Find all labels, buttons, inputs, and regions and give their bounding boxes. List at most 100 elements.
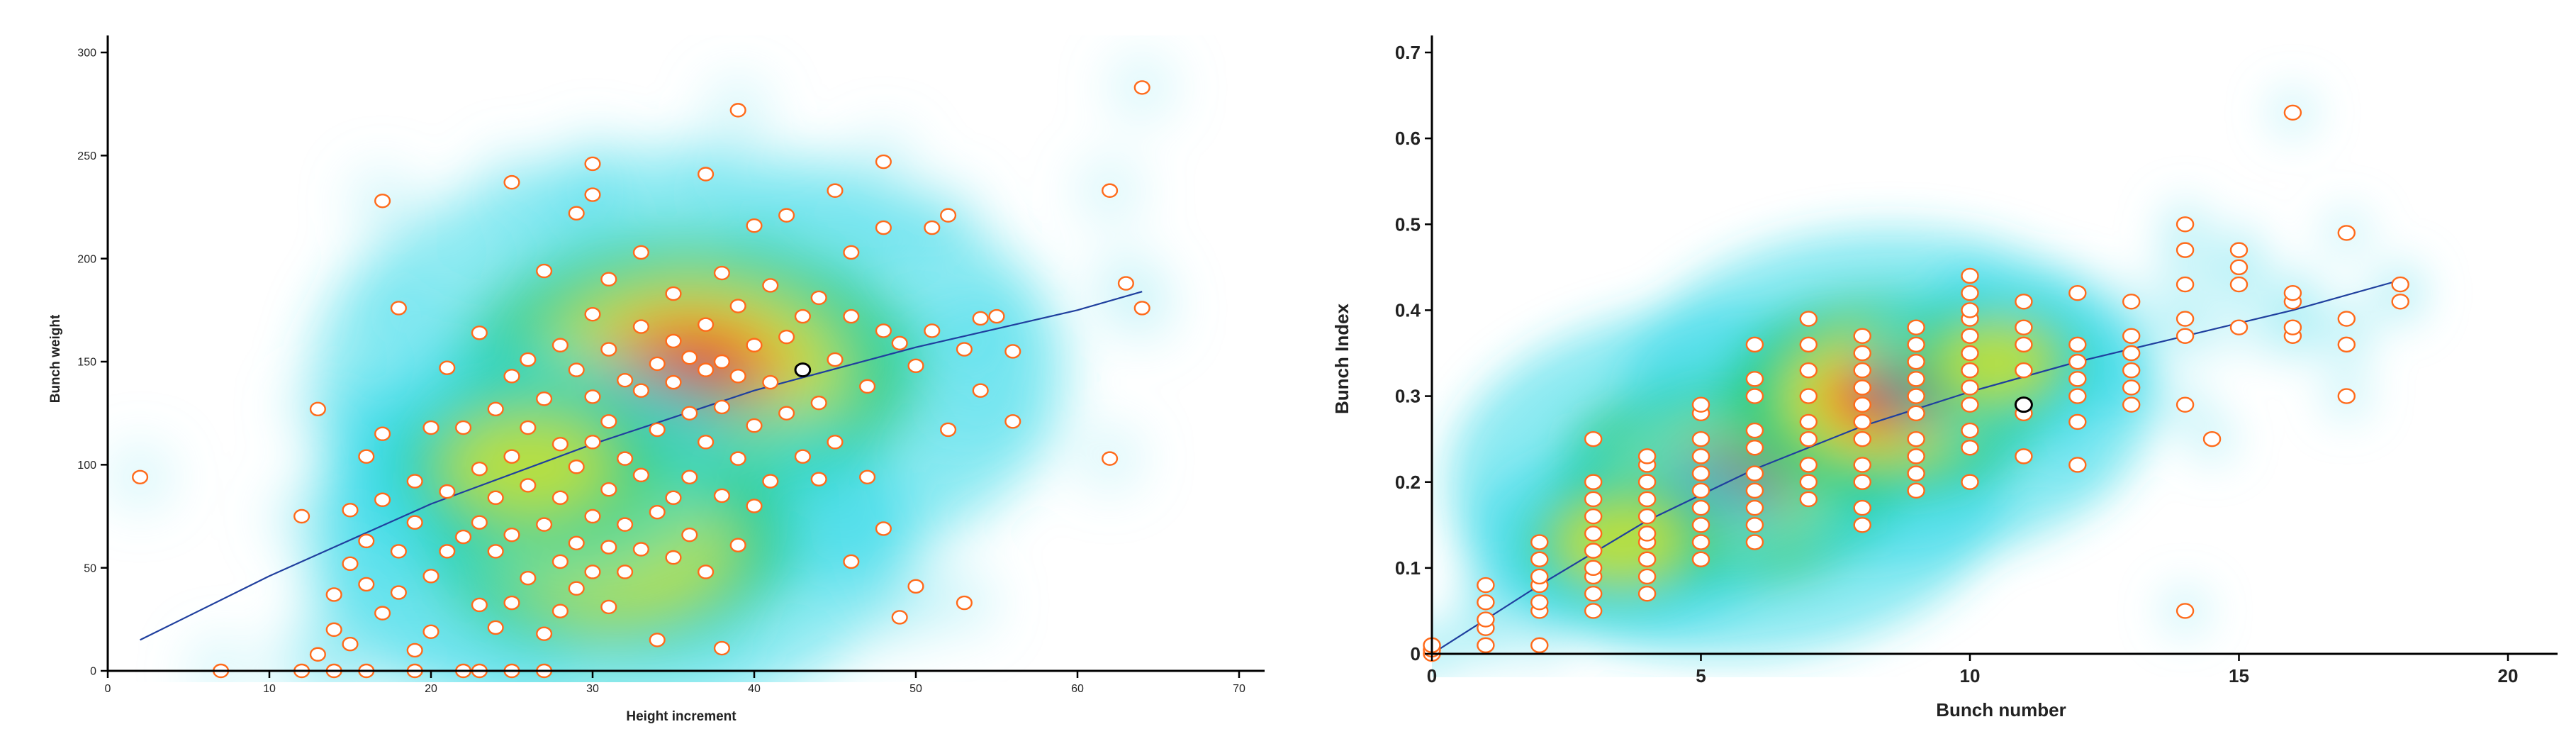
data-point	[1907, 319, 1925, 335]
data-point	[1530, 594, 1549, 611]
density-peak	[444, 416, 612, 514]
data-point	[681, 350, 698, 365]
data-point	[487, 401, 504, 417]
data-point	[729, 299, 746, 313]
x-tick-label: 10	[263, 683, 276, 695]
data-point	[2122, 345, 2141, 362]
data-point	[1584, 430, 1603, 447]
data-point	[390, 544, 407, 559]
data-point	[810, 472, 827, 486]
data-point	[2337, 388, 2356, 404]
data-point	[972, 383, 989, 398]
data-point	[471, 326, 488, 340]
data-point	[1477, 637, 1495, 654]
data-point	[1745, 534, 1764, 550]
data-point	[2122, 362, 2141, 379]
x-tick-label: 50	[909, 683, 922, 695]
data-point	[471, 515, 488, 530]
data-point	[2015, 319, 2033, 335]
data-point	[2337, 336, 2356, 353]
data-point	[713, 488, 730, 504]
data-point	[1691, 534, 1710, 550]
data-point	[2015, 294, 2033, 310]
data-point	[940, 422, 957, 438]
data-point	[778, 208, 795, 223]
y-tick-label: 50	[84, 562, 96, 574]
data-point	[422, 624, 439, 639]
y-axis-label: Bunch Index	[1331, 303, 1353, 414]
data-point	[2391, 276, 2409, 293]
data-point	[1584, 508, 1603, 525]
data-point	[632, 383, 649, 398]
data-point	[698, 167, 715, 182]
data-point	[600, 342, 617, 357]
data-point	[1637, 586, 1657, 602]
data-point	[713, 265, 730, 281]
data-point	[746, 218, 763, 233]
data-point	[568, 581, 585, 596]
data-point	[875, 220, 892, 235]
data-point	[1637, 568, 1657, 585]
data-point	[632, 319, 649, 334]
data-point	[2283, 104, 2302, 121]
data-point	[568, 206, 585, 221]
data-point	[1853, 396, 1871, 413]
data-point	[1961, 267, 1979, 284]
data-point	[374, 194, 391, 208]
data-point	[778, 406, 795, 421]
data-point	[1961, 302, 1979, 318]
data-point	[1584, 474, 1603, 490]
data-point	[810, 395, 827, 411]
data-point	[568, 460, 585, 474]
x-tick-label: 15	[2229, 665, 2249, 686]
data-point	[2175, 242, 2195, 258]
y-tick-label: 0.6	[1395, 128, 1421, 149]
data-point	[1530, 637, 1549, 654]
data-point	[406, 515, 423, 530]
data-point	[649, 504, 666, 520]
data-point	[1637, 525, 1657, 542]
data-point	[746, 338, 763, 352]
data-point	[503, 369, 520, 384]
data-point	[584, 435, 601, 450]
data-point	[2068, 353, 2087, 370]
data-point	[1102, 451, 1119, 466]
data-point	[1799, 362, 1818, 379]
data-point	[1961, 396, 1979, 413]
data-point	[1799, 413, 1818, 430]
data-point	[1961, 379, 1979, 396]
data-point	[1853, 430, 1871, 447]
data-point	[584, 187, 601, 202]
data-point	[1584, 586, 1603, 602]
data-point	[698, 317, 715, 332]
data-point	[1745, 499, 1764, 516]
data-point	[827, 435, 844, 450]
data-point	[972, 311, 989, 326]
data-point	[649, 356, 666, 372]
data-point	[1961, 285, 1979, 301]
data-point	[455, 420, 472, 435]
y-tick-label: 0.2	[1395, 472, 1421, 493]
data-point	[1907, 482, 1925, 499]
data-point	[762, 474, 779, 489]
data-point	[617, 517, 634, 532]
data-point	[794, 308, 811, 324]
data-point	[2175, 603, 2195, 619]
data-point	[729, 451, 746, 466]
data-point	[1530, 568, 1549, 585]
data-point	[617, 451, 634, 466]
data-point	[1907, 353, 1925, 370]
data-point	[374, 426, 391, 441]
data-point	[875, 521, 892, 536]
data-point	[374, 606, 391, 621]
data-point	[1745, 482, 1764, 499]
density-peak	[1940, 326, 2054, 397]
data-point	[988, 308, 1005, 324]
x-axis-label: Bunch number	[1936, 699, 2066, 721]
x-tick-label: 20	[425, 683, 437, 695]
data-point	[778, 329, 795, 345]
data-point	[584, 564, 601, 579]
data-point	[2229, 319, 2249, 335]
data-point	[1853, 345, 1871, 362]
data-point	[2068, 388, 2087, 404]
